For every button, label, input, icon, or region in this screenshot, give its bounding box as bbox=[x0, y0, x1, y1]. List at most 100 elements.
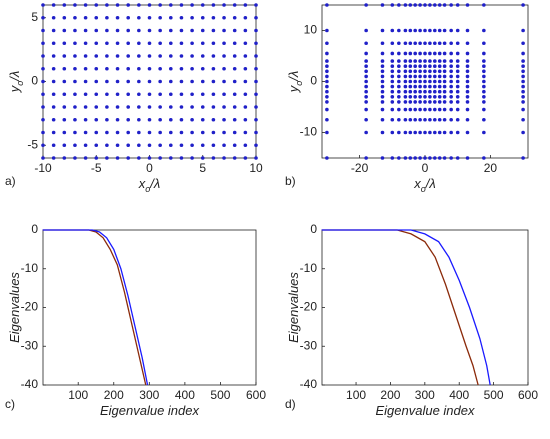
point bbox=[449, 59, 453, 63]
point bbox=[408, 69, 413, 74]
point bbox=[115, 66, 120, 71]
point bbox=[179, 117, 184, 122]
point bbox=[94, 117, 99, 122]
point bbox=[428, 79, 432, 84]
point bbox=[413, 84, 417, 89]
point bbox=[243, 92, 248, 97]
point bbox=[455, 41, 460, 46]
point bbox=[243, 130, 248, 135]
point bbox=[418, 41, 422, 46]
point bbox=[437, 51, 442, 56]
x-tick-label: 100 bbox=[68, 388, 88, 402]
point bbox=[94, 41, 99, 46]
point bbox=[73, 143, 77, 148]
point bbox=[62, 28, 67, 33]
point bbox=[51, 79, 56, 84]
point bbox=[428, 28, 432, 33]
point bbox=[408, 84, 413, 89]
point bbox=[418, 107, 422, 112]
point bbox=[397, 59, 401, 63]
point bbox=[413, 89, 417, 94]
point bbox=[137, 105, 141, 109]
point bbox=[211, 92, 216, 97]
point bbox=[179, 130, 184, 135]
point bbox=[325, 117, 329, 122]
point bbox=[41, 79, 45, 84]
point bbox=[51, 41, 56, 46]
point bbox=[428, 95, 432, 99]
point bbox=[211, 156, 216, 160]
point bbox=[390, 117, 395, 122]
point bbox=[179, 3, 184, 7]
point bbox=[211, 3, 216, 7]
point bbox=[403, 74, 408, 79]
point bbox=[442, 28, 447, 33]
point bbox=[62, 156, 67, 160]
point bbox=[105, 117, 109, 122]
point bbox=[408, 51, 413, 56]
point bbox=[433, 107, 437, 112]
point bbox=[390, 51, 395, 56]
point bbox=[254, 79, 258, 84]
point bbox=[147, 15, 152, 20]
point bbox=[126, 79, 130, 84]
point bbox=[211, 28, 216, 33]
point bbox=[190, 28, 194, 33]
point bbox=[437, 69, 442, 74]
x-axis-label: Eigenvalue index bbox=[100, 403, 200, 418]
point bbox=[437, 89, 442, 94]
point bbox=[73, 3, 77, 7]
point bbox=[325, 130, 329, 135]
point bbox=[94, 79, 99, 84]
point bbox=[521, 107, 525, 112]
point bbox=[115, 54, 120, 58]
point bbox=[403, 107, 408, 112]
point bbox=[243, 156, 248, 160]
point bbox=[390, 156, 395, 160]
point bbox=[243, 66, 248, 71]
point bbox=[390, 74, 395, 79]
point bbox=[423, 107, 427, 112]
curve bbox=[42, 229, 149, 386]
point bbox=[179, 15, 184, 20]
point bbox=[62, 54, 67, 58]
point bbox=[418, 64, 422, 68]
point bbox=[380, 28, 385, 33]
y-axis-label: Eigenvalues bbox=[286, 272, 301, 343]
y-axis-label: yo/λ bbox=[286, 71, 304, 94]
point bbox=[449, 89, 453, 94]
y-tick-label: -10 bbox=[300, 261, 318, 275]
point bbox=[243, 54, 248, 58]
point bbox=[455, 117, 460, 122]
point bbox=[455, 59, 460, 63]
curve bbox=[321, 229, 479, 386]
point bbox=[403, 41, 408, 46]
point bbox=[62, 117, 67, 122]
point bbox=[403, 130, 408, 135]
point bbox=[428, 41, 432, 46]
point bbox=[94, 3, 99, 7]
y-axis-label-part: Eigenvalues bbox=[286, 272, 301, 343]
point bbox=[62, 66, 67, 71]
point bbox=[408, 59, 413, 63]
point bbox=[83, 3, 88, 7]
point bbox=[94, 66, 99, 71]
point bbox=[390, 95, 395, 99]
x-tick-label: 400 bbox=[449, 388, 469, 402]
point bbox=[115, 79, 120, 84]
point bbox=[179, 105, 184, 109]
point bbox=[115, 130, 120, 135]
point bbox=[190, 130, 194, 135]
point bbox=[403, 3, 408, 7]
point bbox=[115, 41, 120, 46]
point bbox=[105, 130, 109, 135]
point bbox=[442, 107, 447, 112]
point bbox=[325, 89, 329, 94]
point bbox=[418, 3, 422, 7]
point bbox=[73, 66, 77, 71]
point bbox=[521, 41, 525, 46]
x-tick-label: 10 bbox=[249, 161, 263, 175]
point bbox=[413, 100, 417, 104]
point bbox=[200, 41, 205, 46]
point bbox=[482, 69, 486, 74]
